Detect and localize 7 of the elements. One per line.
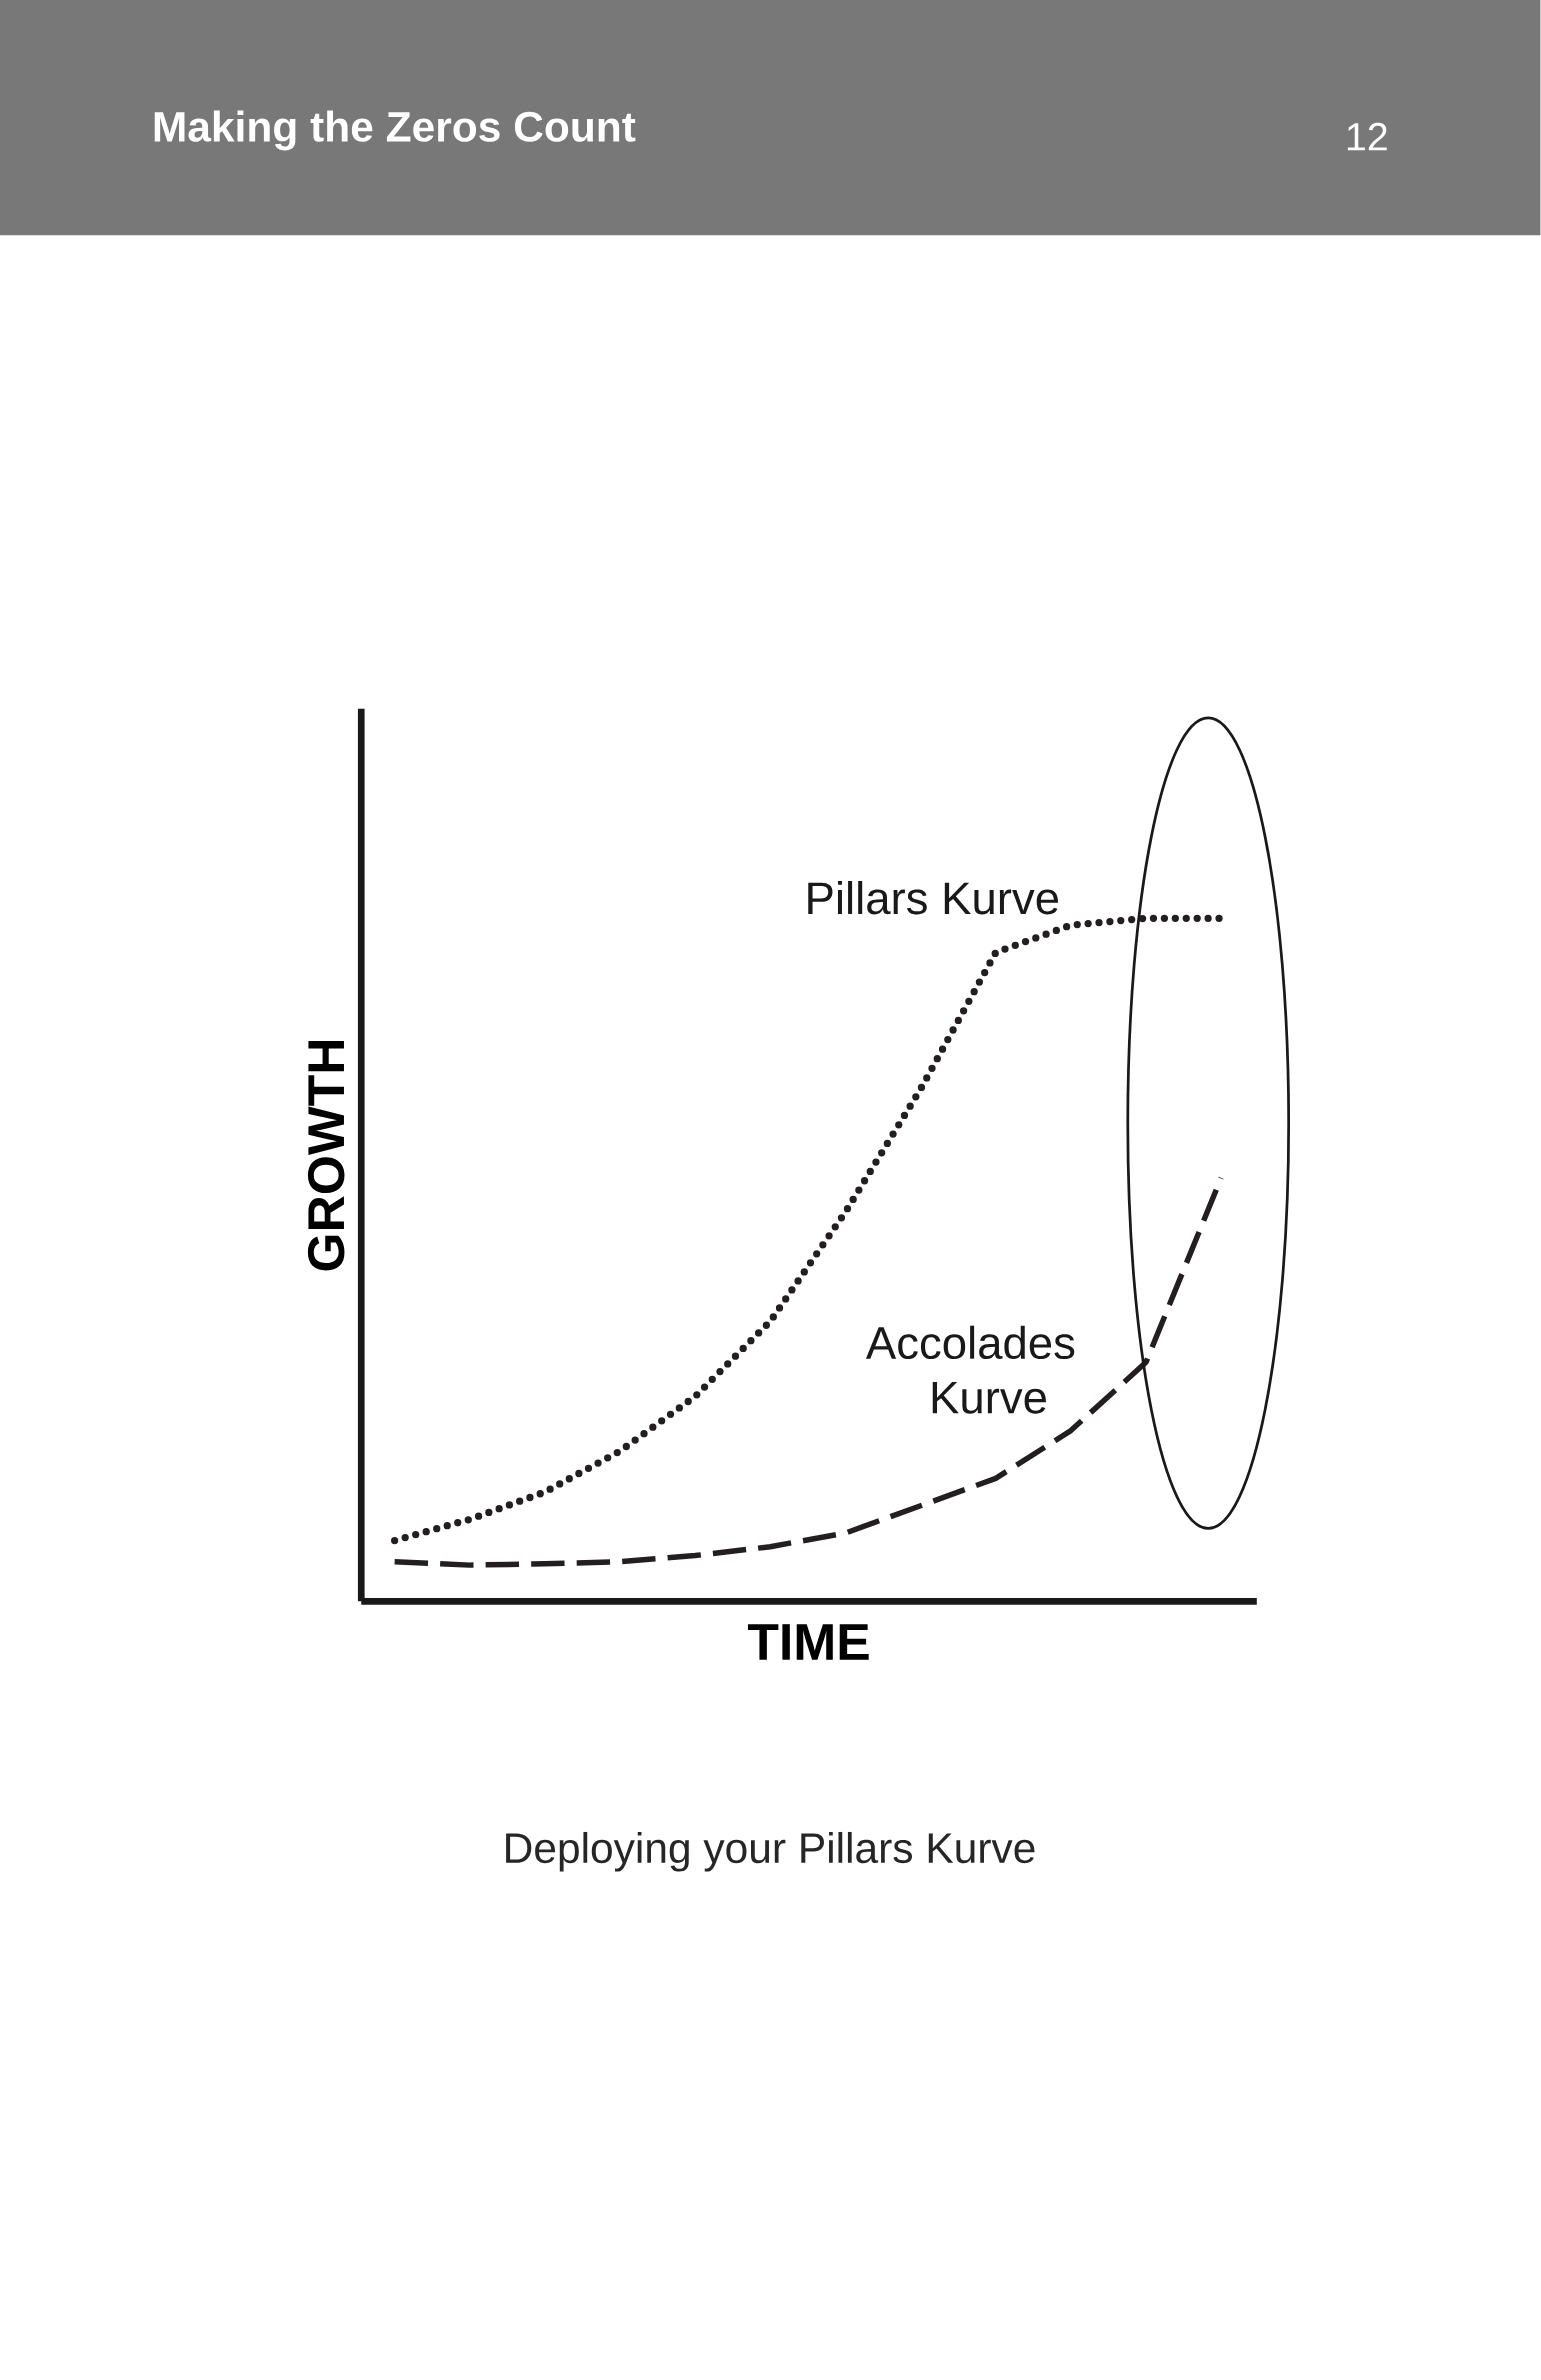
text: 12 xyxy=(1348,122,1387,151)
series-label: Pillars Kurve xyxy=(808,880,1059,915)
chart-title: Making the Zeros Count xyxy=(154,110,636,151)
series-label: Accolades Kurve xyxy=(866,1325,1075,1414)
x-axis-title: TIME xyxy=(748,1624,869,1660)
text: Deploying your Pillars Kurve xyxy=(506,1831,1035,1872)
y-axis-title: GROWTH xyxy=(308,1040,345,1271)
